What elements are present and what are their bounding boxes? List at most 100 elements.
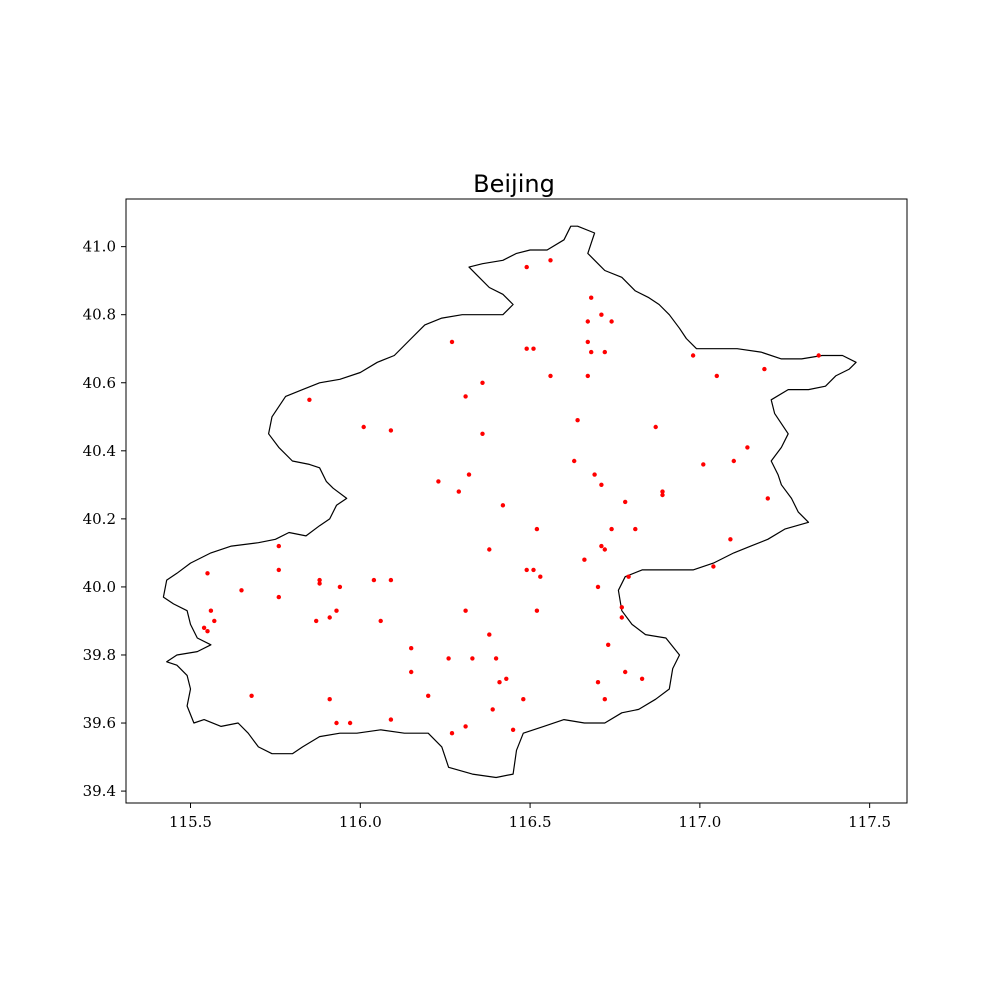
station-point	[337, 584, 343, 590]
station-point	[521, 697, 526, 702]
station-point	[765, 496, 770, 501]
station-point	[595, 680, 601, 685]
station-point	[639, 676, 645, 681]
station-point	[466, 472, 472, 477]
y-tick-label: 40.4	[83, 442, 116, 460]
x-tick-label: 117.5	[848, 813, 891, 831]
station-point	[504, 676, 509, 681]
x-tick-label: 116.0	[339, 813, 382, 831]
y-tick-label: 40.8	[83, 306, 116, 324]
beijing-boundary-outline	[162, 225, 857, 779]
station-point	[307, 397, 312, 402]
station-point	[463, 724, 468, 729]
station-point	[327, 697, 332, 702]
station-point	[575, 418, 580, 423]
station-point	[470, 656, 475, 661]
station-point	[602, 547, 607, 552]
y-tick-label: 41.0	[83, 238, 116, 256]
station-point	[487, 632, 492, 637]
station-point	[531, 567, 536, 573]
station-point	[599, 312, 604, 317]
station-point	[572, 458, 577, 464]
station-point	[317, 577, 322, 583]
station-point	[589, 349, 594, 355]
station-point	[314, 618, 319, 624]
station-point	[487, 547, 492, 552]
station-point	[626, 574, 631, 579]
station-point	[208, 608, 214, 613]
station-point	[317, 581, 322, 586]
station-point	[531, 346, 536, 351]
station-point	[480, 431, 485, 436]
station-point	[585, 319, 590, 324]
station-point	[449, 731, 455, 736]
station-point	[745, 445, 750, 450]
station-point	[524, 567, 529, 573]
y-tick-label: 40.6	[83, 374, 116, 392]
station-point	[426, 693, 431, 698]
station-point	[728, 537, 733, 542]
station-point	[388, 717, 394, 722]
station-point	[731, 458, 736, 464]
station-point	[212, 618, 217, 624]
station-point	[660, 492, 665, 498]
station-point	[524, 264, 529, 270]
plot-frame	[125, 198, 908, 804]
station-point	[493, 656, 499, 661]
station-point	[585, 373, 590, 379]
station-point	[276, 567, 281, 573]
station-point	[548, 258, 553, 263]
station-point	[388, 577, 394, 583]
station-point	[595, 584, 601, 590]
y-tick-label: 40.0	[83, 578, 116, 596]
station-point	[619, 605, 624, 610]
station-point	[436, 479, 441, 484]
station-point	[409, 646, 414, 651]
x-tick-label: 117.0	[678, 813, 721, 831]
station-point	[347, 720, 353, 726]
y-tick-label: 40.2	[83, 510, 116, 528]
y-tick-label: 39.6	[83, 714, 116, 732]
station-point	[538, 574, 543, 579]
station-point	[205, 571, 210, 576]
station-point	[497, 680, 502, 685]
station-point	[524, 346, 529, 351]
station-point	[456, 489, 461, 494]
station-point	[633, 526, 638, 532]
station-point	[205, 629, 210, 634]
station-point	[548, 373, 553, 379]
x-tick-label: 115.5	[169, 813, 212, 831]
station-point	[534, 608, 540, 613]
station-point	[660, 489, 665, 494]
station-point	[623, 499, 628, 505]
station-point	[371, 577, 377, 583]
station-point	[701, 462, 706, 467]
x-axis-ticks: 115.5 116.0 116.5 117.0 117.5	[169, 803, 891, 831]
station-point	[606, 642, 611, 647]
station-point	[711, 564, 716, 569]
station-point	[239, 588, 244, 593]
station-point	[388, 428, 394, 433]
station-point	[201, 625, 207, 630]
station-point	[534, 526, 540, 532]
station-point	[463, 394, 468, 399]
station-point	[816, 353, 821, 358]
station-point	[602, 349, 607, 355]
y-axis-ticks: 39.4 39.6 39.8 40.0 40.2 40.4 40.6 40.8 41.0	[83, 238, 126, 800]
station-points-layer	[201, 258, 821, 736]
station-point	[609, 526, 614, 532]
map-title: Beijing	[473, 170, 555, 198]
station-point	[589, 295, 594, 300]
station-point	[585, 339, 590, 345]
station-point	[714, 373, 719, 379]
station-point	[490, 707, 495, 712]
station-point	[361, 424, 366, 430]
station-point	[690, 353, 696, 358]
station-point	[599, 543, 604, 549]
x-tick-label: 116.5	[509, 813, 552, 831]
station-point	[409, 669, 414, 675]
station-point	[463, 608, 468, 613]
station-point	[446, 656, 451, 661]
station-point	[378, 618, 383, 624]
